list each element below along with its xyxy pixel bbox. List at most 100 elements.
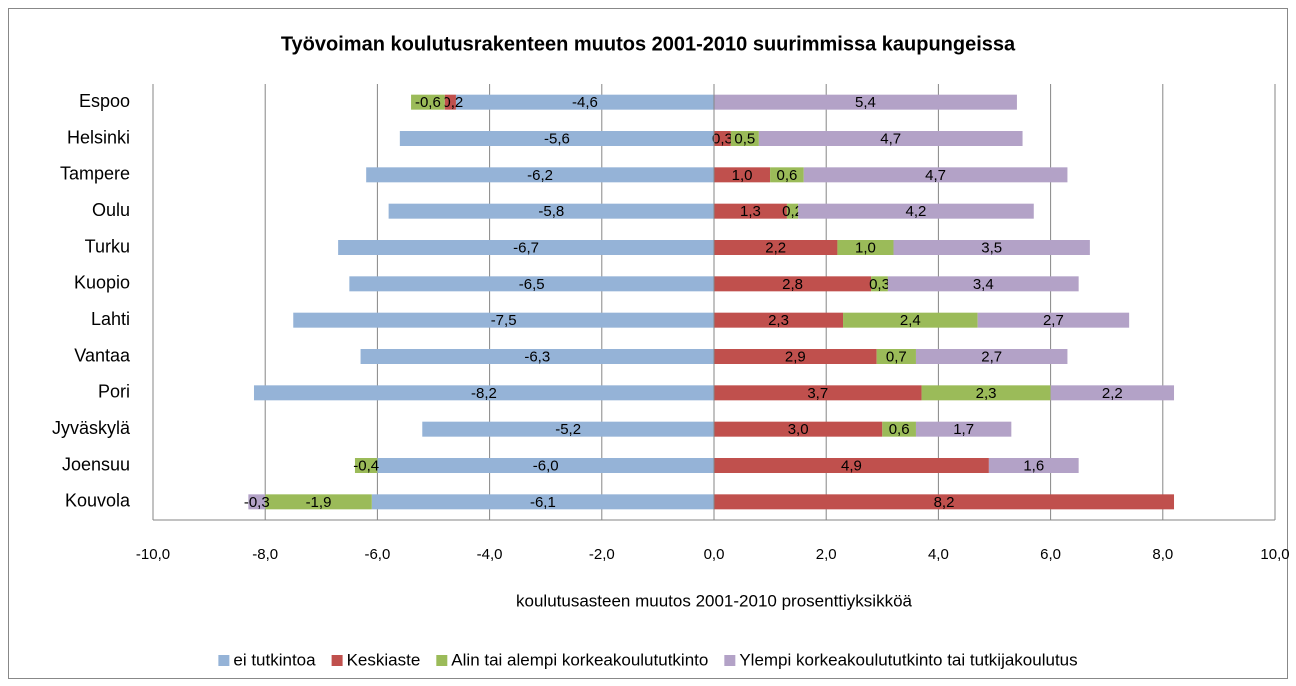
bar-segment bbox=[714, 240, 838, 255]
bar-segment bbox=[915, 349, 1068, 364]
data-label: -6,5 bbox=[519, 276, 545, 293]
category-label: Joensuu bbox=[62, 454, 130, 474]
legend-label: Keskiaste bbox=[347, 650, 421, 669]
bar-segment bbox=[388, 203, 714, 219]
legend-swatch bbox=[331, 655, 343, 666]
x-tick-label: 10,0 bbox=[1260, 546, 1289, 563]
bar-segment bbox=[293, 312, 714, 328]
data-label: 3,7 bbox=[807, 385, 828, 402]
bar-segment bbox=[921, 385, 1051, 401]
data-label: -0,3 bbox=[244, 494, 270, 511]
data-label: 3,0 bbox=[788, 421, 809, 438]
data-label: -0,6 bbox=[415, 94, 441, 111]
bar-segment bbox=[882, 421, 916, 437]
bar-segment bbox=[887, 276, 1079, 292]
bar-segment bbox=[338, 240, 714, 255]
data-label: -7,5 bbox=[491, 312, 517, 329]
legend-swatch bbox=[724, 655, 736, 666]
category-label: Helsinki bbox=[67, 127, 130, 147]
data-label: 1,6 bbox=[1023, 457, 1044, 474]
bar-segment bbox=[988, 458, 1079, 473]
bar-segment bbox=[371, 494, 714, 510]
bar-segment bbox=[377, 458, 714, 473]
data-label: 3,4 bbox=[973, 276, 994, 293]
bar-segment bbox=[360, 349, 714, 364]
bar-segment bbox=[265, 494, 372, 510]
data-label: 0,6 bbox=[777, 167, 798, 184]
data-label: 8,2 bbox=[934, 494, 955, 511]
legend-label: Ylempi korkeakoulututkinto tai tutkijako… bbox=[739, 650, 1077, 669]
legend-label: ei tutkintoa bbox=[233, 650, 316, 669]
x-axis-title: koulutusasteen muutos 2001-2010 prosentt… bbox=[516, 591, 913, 610]
data-label: 0,6 bbox=[889, 421, 910, 438]
bar-segment bbox=[714, 167, 771, 183]
data-label: -6,3 bbox=[524, 348, 550, 365]
bar-segment bbox=[714, 312, 844, 328]
data-label: 2,9 bbox=[785, 348, 806, 365]
data-label: 0,2 bbox=[782, 203, 803, 220]
category-label: Kuopio bbox=[74, 273, 130, 293]
category-label: Espoo bbox=[79, 91, 130, 111]
data-label: 2,4 bbox=[900, 312, 921, 329]
bar-segment bbox=[758, 131, 1023, 146]
category-label: Jyväskylä bbox=[52, 418, 131, 438]
data-label: 1,0 bbox=[732, 167, 753, 184]
data-label: 2,3 bbox=[976, 385, 997, 402]
x-tick-label: 4,0 bbox=[928, 546, 949, 563]
bar-segment bbox=[977, 312, 1130, 328]
bar-segment bbox=[253, 385, 715, 401]
data-label: -4,6 bbox=[572, 94, 598, 111]
data-label: 1,7 bbox=[953, 421, 974, 438]
data-label: 3,5 bbox=[981, 239, 1002, 256]
bar-segment bbox=[422, 421, 714, 437]
legend-swatch bbox=[436, 655, 448, 666]
category-label: Kouvola bbox=[65, 491, 131, 511]
bar-segment bbox=[714, 203, 787, 219]
bar-segment bbox=[349, 276, 714, 292]
x-tick-label: -10,0 bbox=[136, 546, 170, 563]
data-label: 2,3 bbox=[768, 312, 789, 329]
bar-segment bbox=[915, 421, 1012, 437]
bar-segment bbox=[837, 240, 894, 255]
data-label: 2,2 bbox=[1102, 385, 1123, 402]
bar-segment bbox=[714, 494, 1175, 510]
bar-segment bbox=[893, 240, 1090, 255]
data-label: -5,2 bbox=[555, 421, 581, 438]
data-label: 4,7 bbox=[880, 130, 901, 147]
data-label: 0,7 bbox=[886, 348, 907, 365]
category-label: Vantaa bbox=[74, 345, 131, 365]
x-tick-label: -8,0 bbox=[252, 546, 278, 563]
bar-segment bbox=[730, 131, 759, 146]
category-label: Tampere bbox=[60, 164, 130, 184]
data-label: 1,0 bbox=[855, 239, 876, 256]
category-label: Lahti bbox=[91, 309, 130, 329]
bar-segment bbox=[411, 94, 445, 110]
data-label: -5,6 bbox=[544, 130, 570, 147]
bar-segment bbox=[366, 167, 714, 183]
data-label: -6,1 bbox=[530, 494, 556, 511]
data-label: -6,2 bbox=[527, 167, 553, 184]
bar-segment bbox=[714, 94, 1017, 110]
data-label: -1,9 bbox=[306, 494, 332, 511]
category-label: Pori bbox=[98, 382, 130, 402]
data-label: -6,0 bbox=[533, 457, 559, 474]
bar-segment bbox=[399, 131, 714, 146]
data-label: 4,7 bbox=[925, 167, 946, 184]
bar-segment bbox=[803, 167, 1068, 183]
bar-segment bbox=[871, 276, 888, 292]
bar-segment bbox=[714, 385, 922, 401]
bar-segment bbox=[354, 458, 378, 473]
data-label: 2,7 bbox=[981, 348, 1002, 365]
bar-segment bbox=[248, 494, 266, 510]
legend-label: Alin tai alempi korkeakoulututkinto bbox=[451, 650, 708, 669]
x-tick-label: 8,0 bbox=[1152, 546, 1173, 563]
data-label: -0,4 bbox=[353, 457, 379, 474]
x-tick-label: 6,0 bbox=[1040, 546, 1061, 563]
bar-segment bbox=[444, 94, 456, 110]
data-label: 5,4 bbox=[855, 94, 876, 111]
data-label: 4,2 bbox=[906, 203, 927, 220]
chart-frame bbox=[8, 8, 1288, 679]
bar-segment bbox=[455, 94, 714, 110]
data-label: 0,3 bbox=[712, 130, 733, 147]
